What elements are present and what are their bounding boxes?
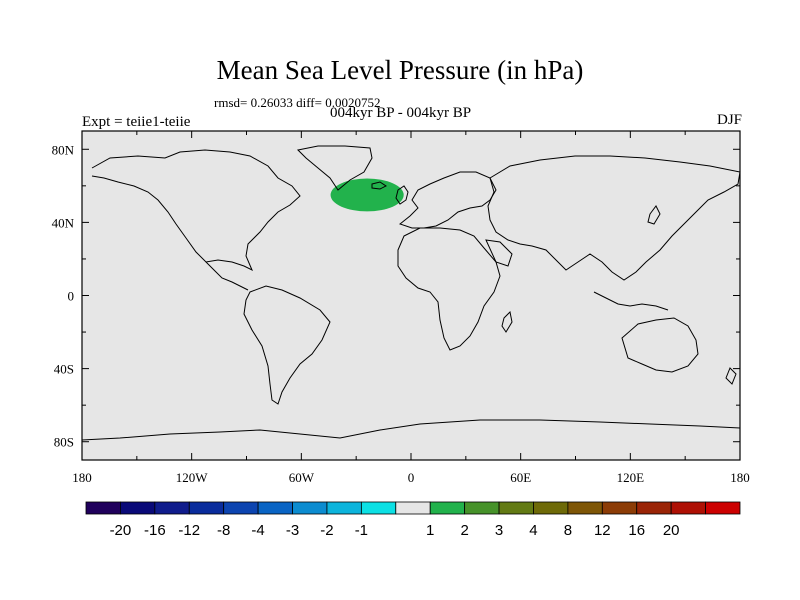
season-label: DJF <box>716 112 742 128</box>
colorbar-label: -16 <box>144 522 166 539</box>
lat-tick-label: 80S <box>54 435 74 450</box>
coast-japan <box>647 205 661 225</box>
colorbar-label: -2 <box>320 522 333 539</box>
coast-antarctica <box>81 419 741 441</box>
colorbar-label: -20 <box>110 522 132 539</box>
lon-tick-label: 60E <box>510 470 531 485</box>
map-background <box>82 131 740 460</box>
stats-text: rmsd= 0.26033 diff= 0.0020752 <box>214 95 381 110</box>
coast-north-america <box>91 149 301 272</box>
period-subtitle: 004kyr BP - 004kyr BP <box>330 105 472 121</box>
colorbar-swatch <box>670 501 706 515</box>
colorbar-swatch <box>223 501 259 515</box>
colorbar-swatch <box>257 501 293 515</box>
colorbar-label: -3 <box>286 522 299 539</box>
colorbar-label: 3 <box>495 522 503 539</box>
colorbar-swatch <box>395 501 431 515</box>
colorbar-label: -1 <box>355 522 368 539</box>
coast-britain <box>395 185 409 205</box>
colorbar: -20 -16 -12 -8 -4 -3 -2 -1 1 2 3 4 8 12 16 20 <box>85 501 741 539</box>
chart-title: Mean Sea Level Pressure (in hPa) <box>216 55 584 85</box>
colorbar-swatch <box>188 501 225 515</box>
lon-tick-label: 0 <box>408 470 415 485</box>
colorbar-swatch <box>120 501 156 515</box>
coast-iceland <box>371 181 387 190</box>
lat-tick-label: 40S <box>54 362 74 377</box>
lat-tick-label: 80N <box>52 142 75 157</box>
colorbar-swatch <box>326 501 362 515</box>
colorbar-swatch <box>705 501 741 515</box>
colorbar-label: -8 <box>217 522 230 539</box>
colorbar-label: 4 <box>529 522 537 539</box>
colorbar-swatch <box>360 501 397 515</box>
colorbar-swatch <box>464 501 500 515</box>
lon-tick-label: 180 <box>730 470 750 485</box>
lon-tick-label: 180 <box>72 470 92 485</box>
lon-tick-label: 120W <box>176 470 209 485</box>
colorbar-swatch <box>429 501 466 515</box>
experiment-label: Expt = teiie1-teiie <box>82 114 191 130</box>
colorbar-swatch <box>292 501 328 515</box>
coast-indonesia <box>593 291 669 311</box>
anomaly-layer <box>330 178 404 212</box>
colorbar-label: 12 <box>594 522 611 539</box>
coast-arabia <box>485 239 513 267</box>
coastlines <box>81 145 741 441</box>
coast-central-america <box>205 261 249 291</box>
coast-madagascar <box>501 310 513 333</box>
coast-asia <box>487 155 741 281</box>
coast-new-zealand <box>725 367 737 385</box>
colorbar-swatch <box>567 501 603 515</box>
colorbar-label: 2 <box>460 522 468 539</box>
colorbar-label: -12 <box>178 522 200 539</box>
colorbar-label: -4 <box>251 522 264 539</box>
colorbar-swatch <box>533 501 569 515</box>
colorbar-swatch <box>154 501 190 515</box>
coast-europe <box>398 171 497 229</box>
colorbar-swatch <box>636 501 672 515</box>
colorbar-label: 8 <box>564 522 572 539</box>
lat-tick-label: 0 <box>68 289 75 304</box>
colorbar-swatch <box>601 501 638 515</box>
coast-africa <box>397 227 501 351</box>
anomaly-region <box>330 178 404 212</box>
colorbar-label: 1 <box>426 522 434 539</box>
lon-tick-label: 60W <box>289 470 315 485</box>
coast-south-america <box>243 285 331 405</box>
coast-greenland <box>296 145 373 191</box>
colorbar-swatch <box>498 501 534 515</box>
colorbar-label: 20 <box>663 522 680 539</box>
coast-australia <box>621 317 699 373</box>
colorbar-label: 16 <box>628 522 645 539</box>
lat-tick-label: 40N <box>52 215 75 230</box>
map-axes: 80N 40N 0 40S 80S 180 120W 60W 0 60E 120E 180 <box>52 130 750 485</box>
lon-tick-label: 120E <box>617 470 645 485</box>
colorbar-swatch <box>85 501 121 515</box>
